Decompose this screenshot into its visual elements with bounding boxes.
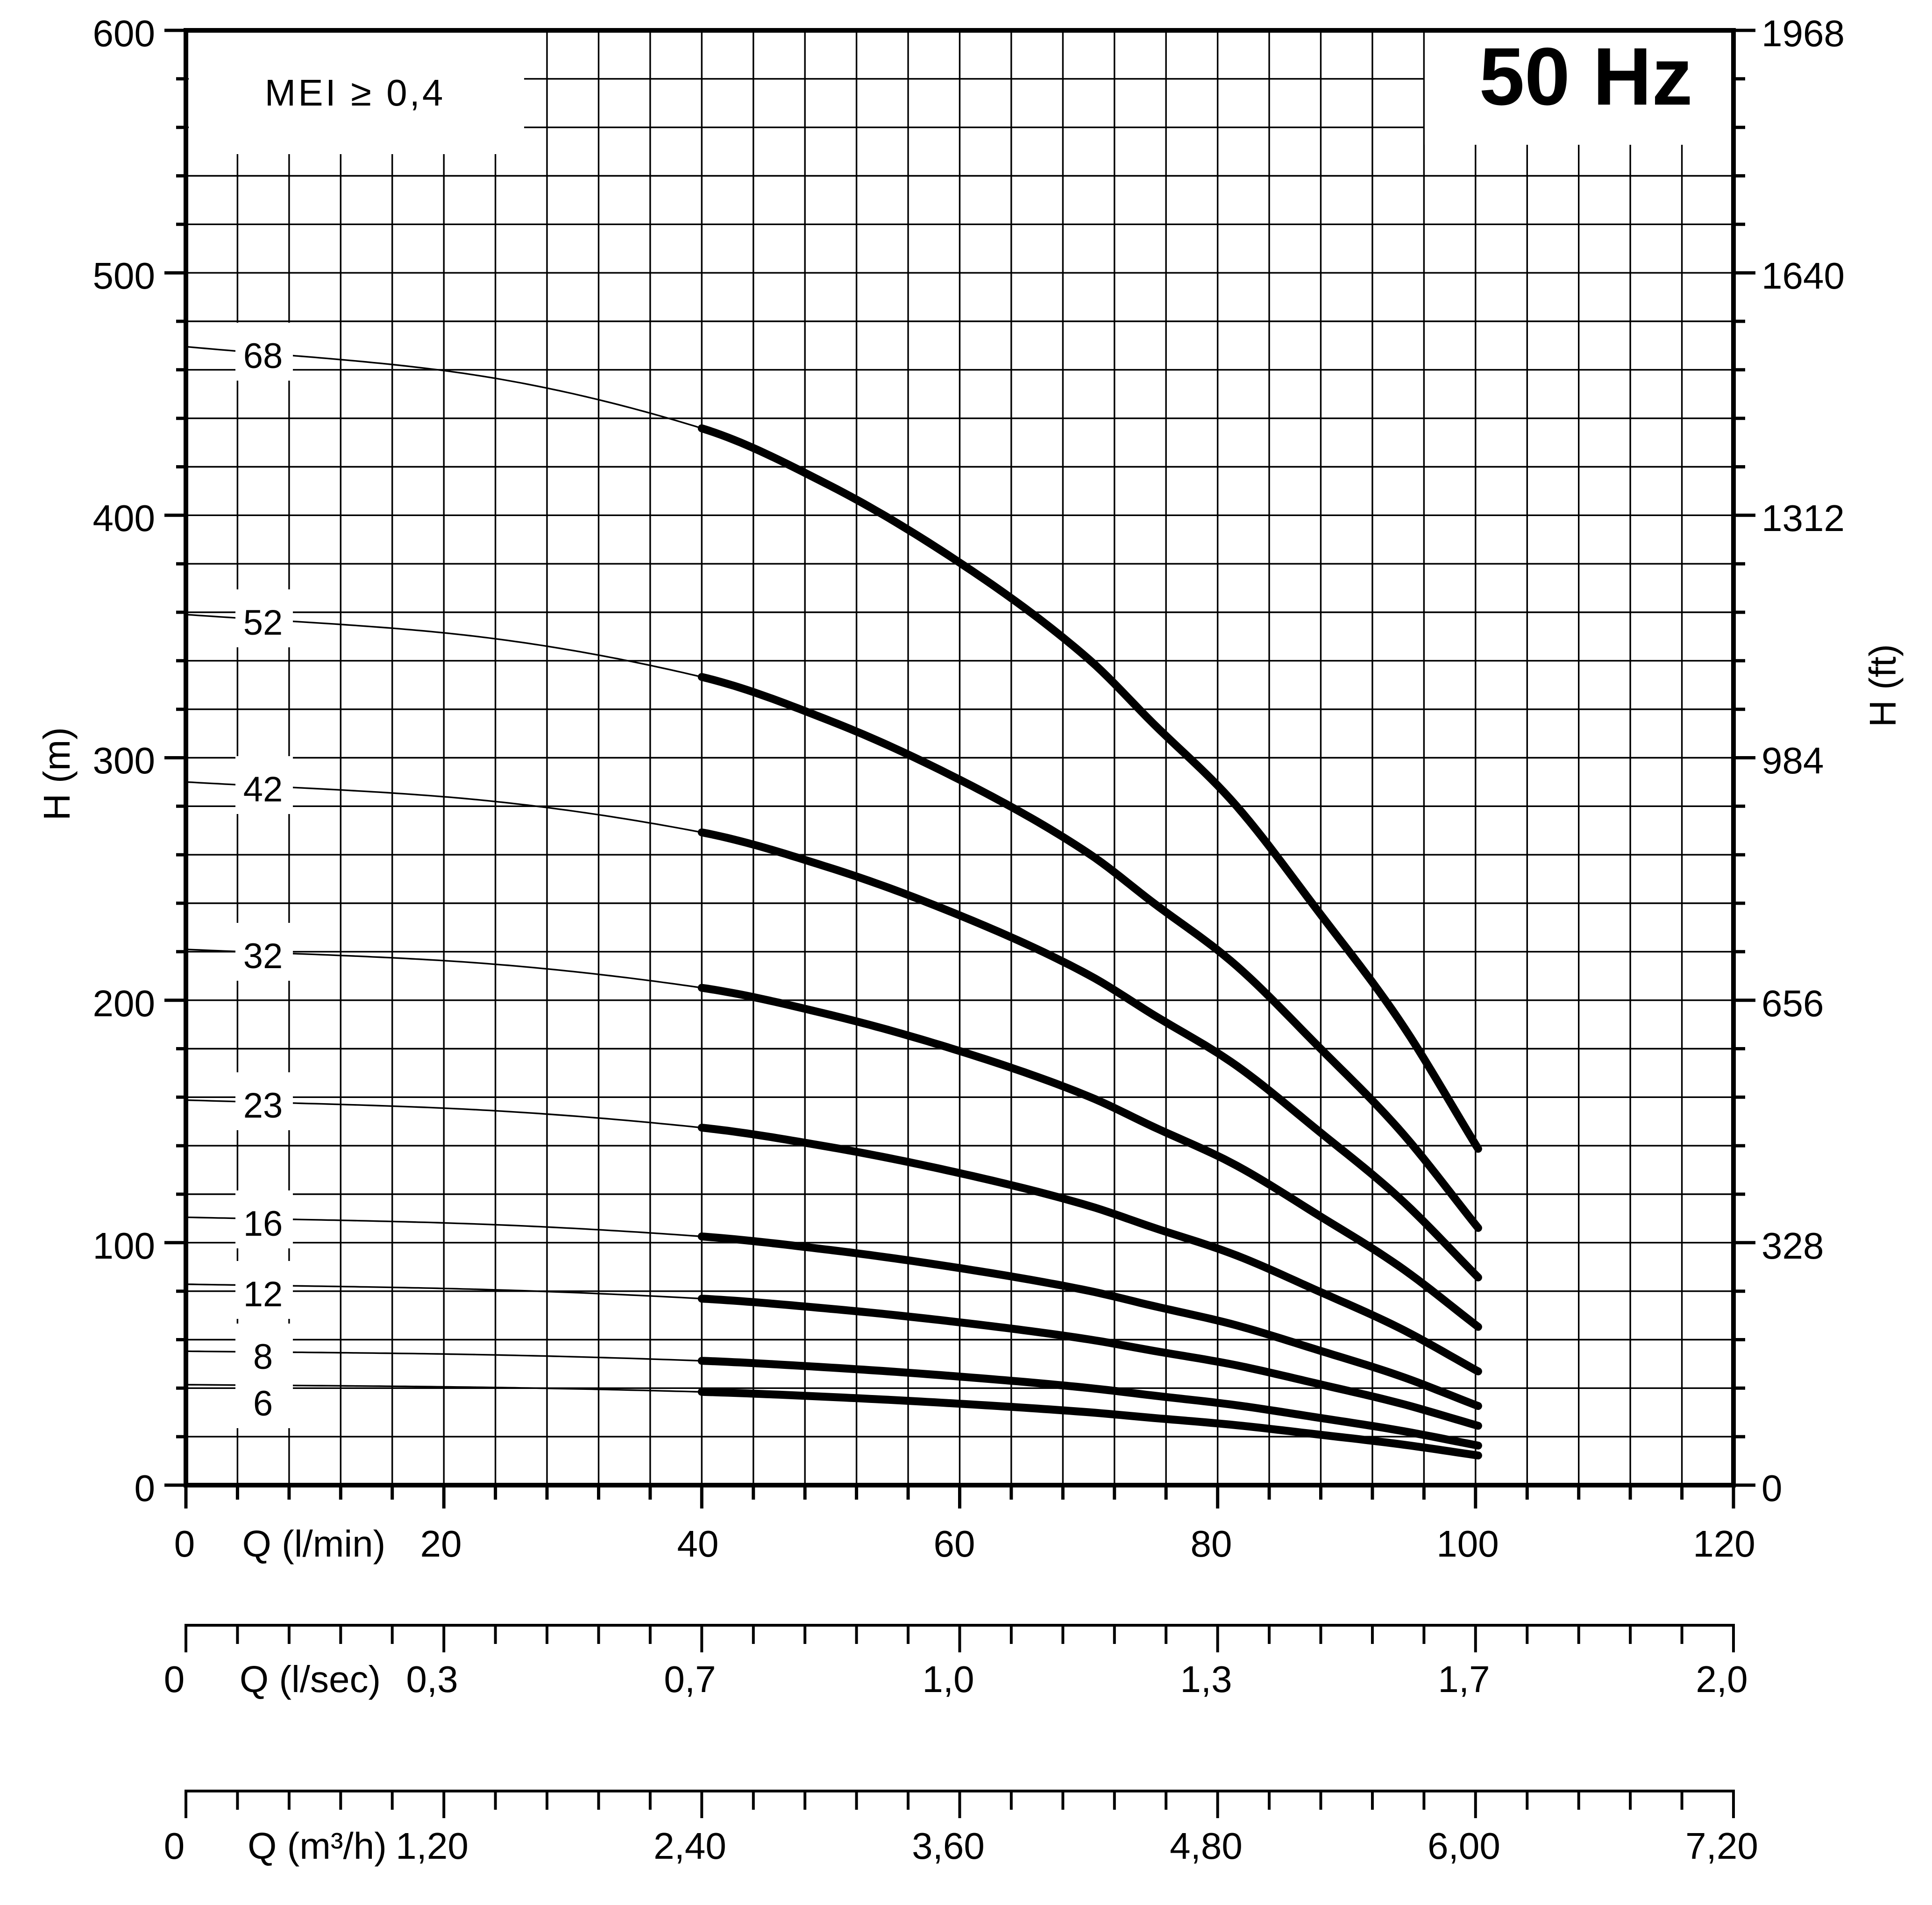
svg-text:2,0: 2,0 (1696, 1658, 1747, 1700)
svg-text:0,7: 0,7 (664, 1658, 716, 1700)
svg-text:32: 32 (243, 936, 283, 976)
svg-text:1,0: 1,0 (922, 1658, 974, 1700)
svg-text:Q (l/sec): Q (l/sec) (240, 1658, 381, 1700)
svg-text:7,20: 7,20 (1685, 1825, 1758, 1867)
svg-text:23: 23 (243, 1086, 283, 1126)
svg-text:Q (m³/h): Q (m³/h) (248, 1825, 387, 1867)
svg-text:80: 80 (1191, 1523, 1232, 1565)
svg-text:1,3: 1,3 (1180, 1658, 1232, 1700)
svg-text:8: 8 (253, 1337, 273, 1377)
svg-text:40: 40 (677, 1523, 719, 1565)
svg-text:300: 300 (93, 740, 155, 781)
svg-text:500: 500 (93, 255, 155, 297)
svg-text:0,3: 0,3 (406, 1658, 458, 1700)
svg-text:1312: 1312 (1762, 497, 1845, 539)
svg-text:60: 60 (934, 1523, 975, 1565)
svg-text:0: 0 (164, 1658, 185, 1700)
svg-text:Q (l/min): Q (l/min) (242, 1523, 386, 1565)
svg-text:68: 68 (243, 336, 283, 376)
svg-text:1,20: 1,20 (396, 1825, 469, 1867)
svg-text:1640: 1640 (1762, 255, 1845, 297)
svg-text:984: 984 (1762, 740, 1824, 781)
svg-text:0: 0 (1762, 1467, 1783, 1509)
svg-text:100: 100 (1436, 1523, 1499, 1565)
svg-text:100: 100 (93, 1225, 155, 1267)
svg-text:656: 656 (1762, 983, 1824, 1024)
svg-text:3,60: 3,60 (912, 1825, 985, 1867)
svg-text:0: 0 (164, 1825, 185, 1867)
svg-text:H (ft): H (ft) (1862, 644, 1904, 727)
svg-text:MEI ≥ 0,4: MEI ≥ 0,4 (265, 72, 446, 113)
svg-text:6: 6 (253, 1384, 273, 1423)
svg-text:0: 0 (135, 1467, 156, 1509)
svg-text:52: 52 (243, 603, 283, 643)
svg-text:200: 200 (93, 983, 155, 1024)
svg-text:120: 120 (1693, 1523, 1755, 1565)
svg-text:6,00: 6,00 (1428, 1825, 1500, 1867)
svg-text:42: 42 (243, 770, 283, 809)
svg-text:0: 0 (174, 1523, 195, 1565)
svg-text:1968: 1968 (1762, 13, 1845, 54)
svg-text:4,80: 4,80 (1170, 1825, 1243, 1867)
svg-text:16: 16 (243, 1204, 283, 1244)
svg-text:20: 20 (420, 1523, 462, 1565)
svg-text:50 Hz: 50 Hz (1479, 31, 1692, 122)
svg-text:12: 12 (243, 1275, 283, 1314)
svg-text:400: 400 (93, 497, 155, 539)
svg-text:H (m): H (m) (36, 727, 78, 821)
svg-text:1,7: 1,7 (1438, 1658, 1490, 1700)
svg-text:2,40: 2,40 (653, 1825, 726, 1867)
svg-text:600: 600 (93, 13, 155, 54)
svg-text:328: 328 (1762, 1225, 1824, 1267)
